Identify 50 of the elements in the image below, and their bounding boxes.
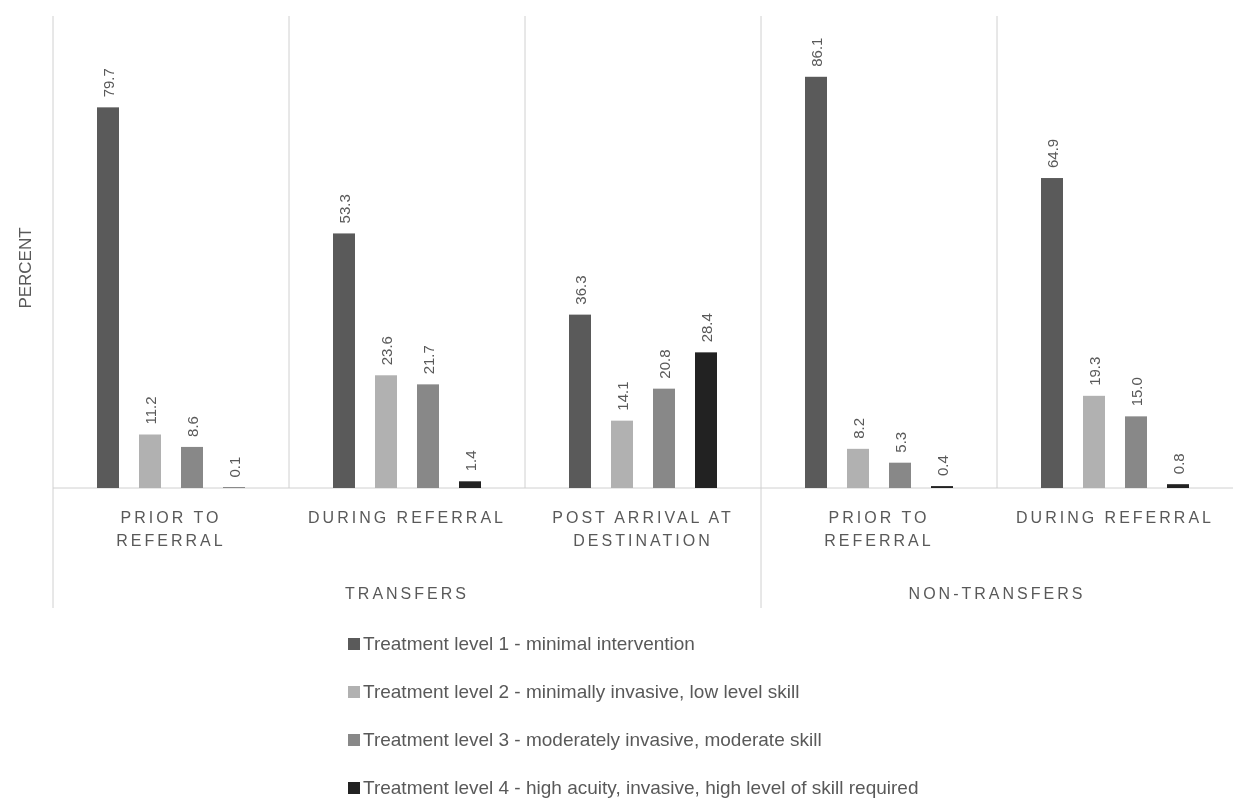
x-tick-label: POST ARRIVAL AT DESTINATION bbox=[552, 509, 734, 549]
bar bbox=[889, 462, 911, 488]
data-label: 21.7 bbox=[420, 345, 437, 375]
bar bbox=[333, 233, 355, 488]
text: TRANSFERS bbox=[345, 585, 469, 602]
legend-label: Treatment level 4 - high acuity, invasive, high level of skill required bbox=[363, 777, 919, 798]
data-label: 86.1 bbox=[808, 37, 825, 67]
y-axis-title: PERCENT bbox=[16, 227, 35, 309]
data-label: 64.9 bbox=[1044, 138, 1061, 169]
bar bbox=[695, 352, 717, 488]
data-label: 15.0 bbox=[1128, 377, 1145, 407]
data-label: 79.7 bbox=[100, 68, 117, 98]
bar bbox=[459, 481, 481, 488]
data-label: 53.3 bbox=[336, 194, 353, 224]
text: NON-TRANSFERS bbox=[908, 585, 1086, 602]
data-label: 1.4 bbox=[462, 450, 479, 472]
bar bbox=[139, 434, 161, 488]
data-label: 8.6 bbox=[184, 416, 201, 437]
data-label: 23.6 bbox=[378, 336, 395, 366]
data-label: 0.4 bbox=[934, 455, 951, 477]
data-label: 5.3 bbox=[892, 431, 909, 453]
legend-label: Treatment level 1 - minimal intervention bbox=[363, 633, 695, 654]
bar bbox=[417, 384, 439, 488]
bar bbox=[1041, 178, 1063, 488]
data-label: 8.2 bbox=[850, 417, 867, 439]
bar bbox=[1083, 395, 1105, 488]
data-label: 14.1 bbox=[614, 381, 631, 411]
bar bbox=[1167, 484, 1189, 488]
bar bbox=[805, 76, 827, 488]
bar bbox=[181, 446, 203, 488]
bar bbox=[569, 314, 591, 488]
data-label: 28.4 bbox=[698, 313, 715, 343]
bar bbox=[847, 448, 869, 488]
x-tick-label: DURING REFERRAL bbox=[1016, 509, 1214, 526]
data-label: 20.8 bbox=[656, 349, 673, 379]
legend-label: Treatment level 2 - minimally invasive, low level skill bbox=[363, 681, 800, 702]
bar bbox=[1125, 416, 1147, 488]
x-tick-label: DURING REFERRAL bbox=[308, 509, 506, 526]
legend-label: Treatment level 3 - moderately invasive, moderate skill bbox=[363, 729, 822, 750]
bar bbox=[375, 375, 397, 488]
data-label: 36.3 bbox=[572, 275, 589, 305]
x-tick-label: PRIOR TO REFERRAL bbox=[824, 509, 934, 549]
data-label: 0.1 bbox=[226, 456, 243, 478]
bar bbox=[97, 107, 119, 488]
data-label: 11.2 bbox=[142, 396, 159, 425]
bar bbox=[653, 388, 675, 488]
x-tick-label: PRIOR TO REFERRAL bbox=[116, 509, 226, 549]
data-label: 19.3 bbox=[1086, 356, 1103, 386]
data-label: 0.8 bbox=[1170, 453, 1187, 475]
bar bbox=[611, 420, 633, 488]
